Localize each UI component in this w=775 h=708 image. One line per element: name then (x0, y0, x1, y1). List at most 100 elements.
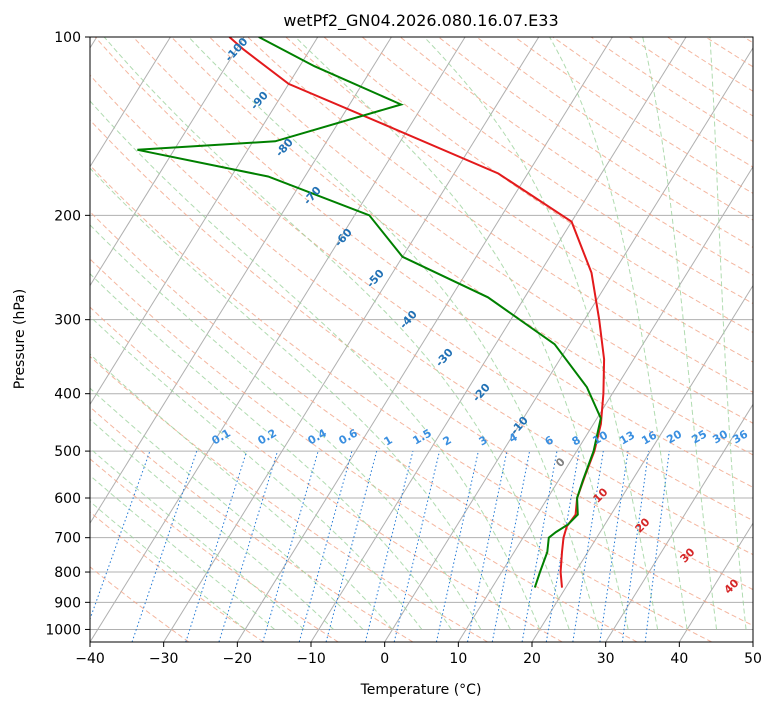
mixing-ratio-label-14: 20 (664, 427, 684, 446)
y-tick-label-700: 700 (54, 531, 81, 547)
x-tick-label-0: 0 (380, 651, 389, 667)
moist-adiabat-32 (294, 37, 629, 630)
dry-adiabat-200 (552, 37, 753, 168)
dry-adiabat-0 (90, 406, 414, 642)
y-axis-label: Pressure (hPa) (12, 289, 28, 389)
x-tick-label-30: 30 (597, 651, 615, 667)
moist-adiabat-label-2: 20 (633, 515, 653, 535)
mixing-ratio-line-6 (325, 450, 378, 642)
y-tick-label-600: 600 (54, 491, 81, 507)
dry-adiabat-60 (90, 119, 753, 591)
mixing-ratio-line-4 (262, 450, 319, 642)
x-tick-label--40: −40 (75, 651, 105, 667)
dry-adiabat-label-1: -90 (248, 89, 271, 113)
dry-adiabat-140 (323, 37, 753, 334)
moist-adiabat-label-3: 30 (678, 545, 698, 565)
moist-adiabat--8 (90, 418, 334, 630)
mixing-ratio-label-17: 36 (730, 427, 750, 446)
y-tick-label-300: 300 (54, 313, 81, 329)
moist-adiabats (90, 37, 747, 630)
dry-adiabat-50 (90, 164, 753, 627)
moist-adiabat-label-0: 0 (553, 455, 568, 470)
isotherm--70 (90, 37, 245, 287)
isotherm-40 (678, 522, 753, 642)
dry-adiabat-label-0: -100 (222, 35, 250, 64)
plot-frame (89, 36, 754, 643)
x-tick-label--20: −20 (223, 651, 253, 667)
dry-adiabat-label-3: -70 (301, 184, 324, 208)
mixing-ratio-line-12 (521, 451, 558, 642)
y-tick-label-500: 500 (54, 444, 81, 460)
dry-adiabat--20 (90, 511, 264, 642)
dry-adiabat-90 (132, 37, 753, 488)
mixing-ratio-line-17 (644, 451, 670, 642)
x-tick-label-50: 50 (744, 651, 762, 667)
chart-title: wetPf2_GN04.2026.080.16.07.E33 (283, 11, 558, 31)
dry-adiabat-label-2: -80 (273, 136, 296, 160)
moist-adiabat-48 (709, 37, 747, 630)
series-line-0 (228, 37, 606, 588)
mixing-ratio-line-2 (185, 450, 248, 642)
moist-adiabat-12 (90, 224, 482, 630)
mixing-ratio-line-14 (572, 451, 604, 642)
mixing-ratio-line-10 (467, 451, 508, 642)
mixing-ratio-line-16 (621, 451, 649, 642)
isotherm--80 (90, 37, 171, 168)
x-tick-label-40: 40 (670, 651, 688, 667)
mixing-ratio-label-13: 16 (639, 428, 659, 447)
moist-adiabat-28 (188, 37, 600, 630)
mixing-ratio-label-3: 0.6 (337, 426, 361, 447)
dry-adiabats (90, 37, 753, 642)
dry-adiabat-120 (247, 37, 753, 393)
y-tick-label-900: 900 (54, 595, 81, 611)
mixing-ratio-label-10: 8 (570, 433, 583, 448)
dry-adiabat-100 (171, 37, 753, 456)
dry-adiabat-40 (90, 211, 712, 642)
moist-adiabat-24 (103, 37, 570, 630)
x-axis-label: Temperature (°C) (360, 682, 482, 698)
moist-adiabat--4 (90, 387, 364, 630)
isotherm--60 (90, 37, 319, 406)
mixing-ratio-label-2: 0.4 (306, 426, 330, 447)
mixing-ratio-line-3 (218, 450, 279, 642)
series-line-1 (137, 37, 602, 588)
moist-adiabat-label-4: 40 (722, 576, 742, 596)
isotherm-30 (605, 403, 753, 642)
dry-adiabat-240 (705, 37, 753, 68)
isotherm--30 (163, 37, 540, 642)
isotherm--20 (236, 37, 613, 642)
mixing-ratio-line-11 (491, 451, 531, 642)
dry-adiabat--10 (90, 458, 339, 642)
x-tick-label-10: 10 (449, 651, 467, 667)
mixing-ratio-lines (90, 450, 670, 642)
dry-adiabat-label-7: -30 (433, 346, 456, 370)
dry-adiabat-10 (90, 355, 488, 642)
y-tick-label-1000: 1000 (45, 622, 81, 638)
plot-area (90, 37, 753, 642)
moist-adiabat-label-1: 10 (591, 485, 611, 505)
mixing-ratio-line-1 (131, 450, 198, 642)
moist-adiabat--20 (90, 500, 246, 630)
isotherm-50 (752, 641, 753, 642)
mixing-ratio-line-9 (435, 450, 479, 642)
dry-adiabat-130 (285, 37, 753, 363)
mixing-ratio-label-16: 30 (710, 427, 730, 446)
dry-adiabat-label-8: -20 (470, 381, 493, 405)
mixing-ratio-label-4: 1 (382, 433, 395, 448)
mixing-ratio-label-11: 10 (590, 428, 610, 447)
mixing-ratio-line-5 (298, 450, 353, 642)
mixing-ratio-label-12: 13 (617, 429, 637, 448)
moist-adiabat-8 (90, 273, 452, 630)
x-axis-ticks: −40 −30 −20 −10 0 10 20 30 40 50 (75, 642, 762, 667)
dry-adiabat-250 (743, 37, 753, 44)
x-tick-label--30: −30 (149, 651, 179, 667)
mixing-ratio-label-9: 6 (543, 433, 556, 448)
isotherm-10 (457, 165, 753, 642)
isotherm--50 (90, 37, 392, 525)
mixing-ratio-line-7 (364, 450, 414, 642)
moist-adiabat-36 (423, 37, 659, 630)
moist-adiabat-0 (90, 353, 393, 630)
mixing-ratio-label-5: 1.5 (411, 426, 434, 447)
annotation-labels: -100-90-80-70-60-50-40-30-20-100.1 0.2 0.4… (210, 35, 751, 597)
